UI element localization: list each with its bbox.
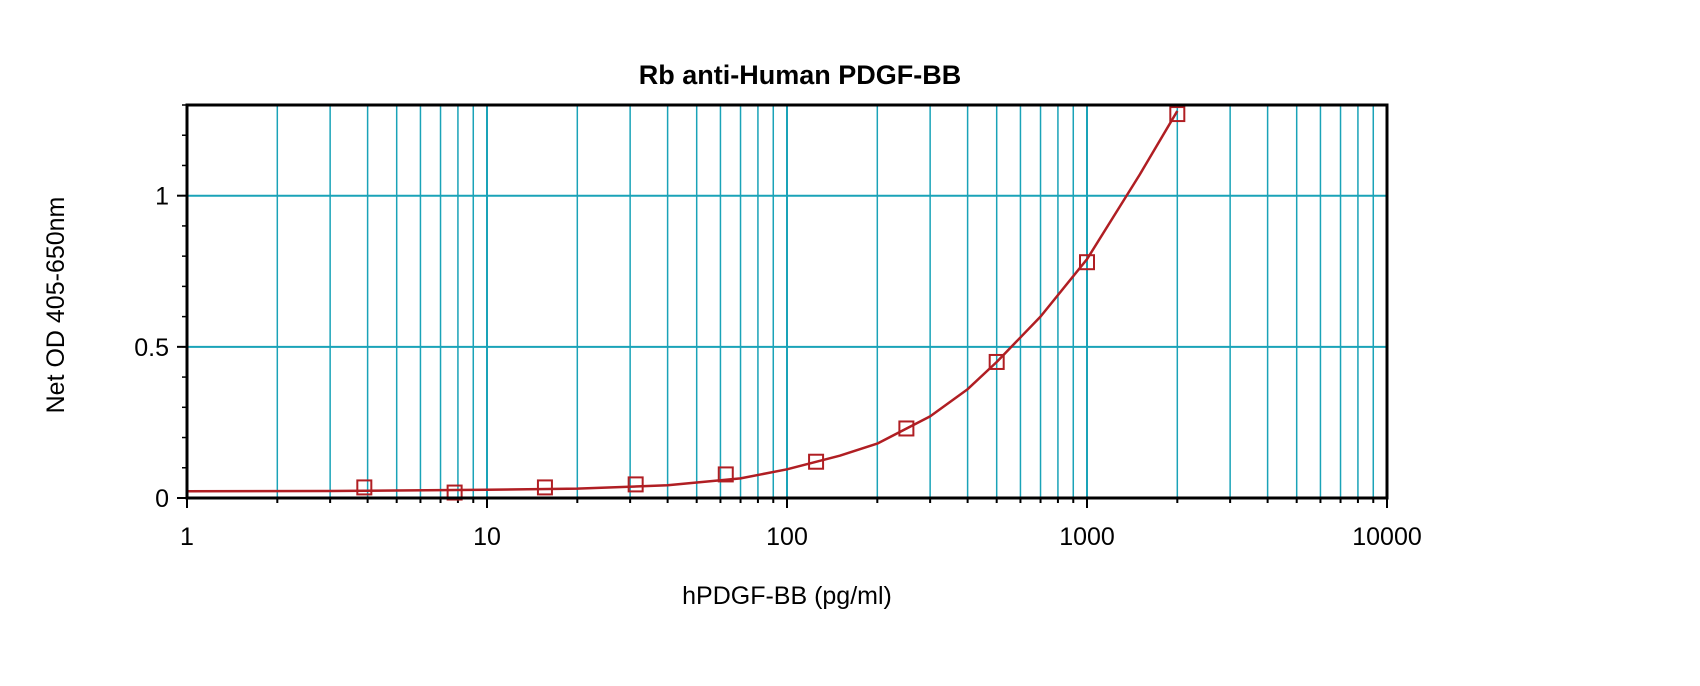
- fit-curve-line: [186, 110, 1179, 493]
- data-point: [898, 420, 915, 437]
- data-point: [1169, 106, 1186, 123]
- data-point: [988, 353, 1005, 370]
- chart-title: Rb anti-Human PDGF-BB: [639, 60, 961, 90]
- y-axis-label: Net OD 405-650nm: [42, 197, 70, 414]
- y-tick-label: 1: [155, 183, 169, 211]
- ticks-layer: [177, 104, 1388, 508]
- data-points-layer: [356, 106, 1186, 501]
- data-point: [446, 484, 463, 501]
- plot-frame: [185, 103, 1389, 500]
- data-point: [1079, 254, 1095, 271]
- y-tick-labels: 00.51: [134, 183, 169, 513]
- y-tick-label: 0.5: [134, 334, 169, 362]
- x-tick-label: 100: [766, 523, 808, 551]
- x-tick-label: 10: [473, 523, 501, 551]
- data-point: [627, 476, 644, 493]
- grid-layer: [187, 105, 1387, 498]
- x-axis-label: hPDGF-BB (pg/ml): [682, 582, 892, 610]
- x-tick-labels: 1 10 100 1000 10000: [180, 523, 1422, 551]
- data-point: [717, 466, 734, 483]
- x-tick-label: 1000: [1059, 523, 1115, 551]
- y-tick-label: 0: [155, 485, 169, 513]
- fit-curve-layer: [186, 110, 1179, 493]
- data-point: [356, 479, 373, 496]
- x-tick-label: 10000: [1352, 523, 1422, 551]
- data-point: [536, 479, 553, 496]
- data-point: [808, 453, 825, 470]
- x-tick-label: 1: [180, 523, 194, 551]
